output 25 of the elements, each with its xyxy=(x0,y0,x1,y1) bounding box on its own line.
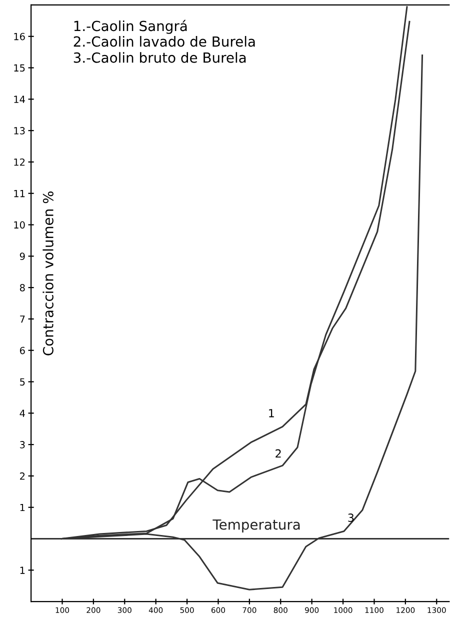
y-tick-label: 13 xyxy=(14,127,25,134)
y-tick-label: 1 xyxy=(20,566,25,574)
y-tick-label: 8 xyxy=(20,284,25,292)
y-tick-label: 14 xyxy=(14,96,25,103)
y-tick-label: 4 xyxy=(20,410,25,417)
series-label: 3 xyxy=(348,514,354,522)
y-tick-label: 3 xyxy=(20,441,25,448)
y-tick-label: 10 xyxy=(14,221,25,229)
y-tick-label: 6 xyxy=(20,346,25,354)
y-tick-label: 16 xyxy=(14,32,25,40)
y-tick-label: 2 xyxy=(20,472,25,480)
y-tick-label: 7 xyxy=(20,316,25,323)
y-tick-label: 11 xyxy=(14,190,25,198)
y-tick-label: 5 xyxy=(20,378,25,386)
annotation: 3.-Caolin bruto de Burela xyxy=(74,52,246,63)
annotation: 2.-Caolin lavado de Burela xyxy=(74,36,255,47)
y-tick-label: 1 xyxy=(20,504,25,512)
series-label: 2 xyxy=(276,449,281,458)
series-label: 1 xyxy=(269,409,274,418)
annotation: 1.-Caolin Sangrá xyxy=(74,20,187,34)
y-axis-title: Contraccion volumen % xyxy=(42,192,54,356)
y-tick-label: 12 xyxy=(14,158,25,166)
y-tick-label: 15 xyxy=(14,64,25,72)
ref-line-label: Temperatura xyxy=(212,519,300,532)
y-tick-label: 9 xyxy=(20,252,25,260)
